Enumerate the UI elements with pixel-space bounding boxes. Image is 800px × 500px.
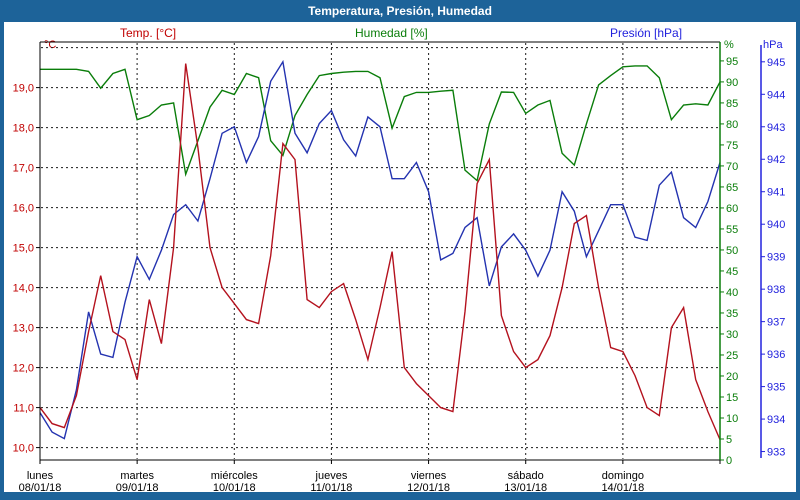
pressure-series-line	[39, 59, 721, 440]
svg-text:35: 35	[726, 308, 738, 320]
svg-text:943: 943	[767, 122, 785, 134]
x-axis-day-date: 12/01/18	[407, 482, 450, 494]
pressure-axis-unit: hPa	[763, 39, 783, 51]
x-axis-day-name: sábado	[508, 470, 544, 482]
svg-text:70: 70	[726, 161, 738, 173]
svg-text:80: 80	[726, 119, 738, 131]
x-axis-day-date: 13/01/18	[504, 482, 547, 494]
legend-temp-label: Temp. [°C]	[120, 26, 177, 40]
svg-text:30: 30	[726, 329, 738, 341]
svg-text:937: 937	[767, 317, 785, 329]
svg-text:938: 938	[767, 284, 785, 296]
humidity-axis-ticks: 0 5 10 15 20 25 30 35 40 45 50 55 60 65 70 75 80 85 90 95	[720, 56, 738, 467]
svg-text:10: 10	[726, 413, 738, 425]
x-axis-day-date: 09/01/18	[116, 482, 159, 494]
svg-text:65: 65	[726, 182, 738, 194]
x-axis-day-date: 08/01/18	[19, 482, 62, 494]
svg-text:942: 942	[767, 154, 785, 166]
humidity-axis-unit: %	[724, 39, 734, 51]
svg-text:25: 25	[726, 350, 738, 362]
svg-text:75: 75	[726, 140, 738, 152]
svg-text:85: 85	[726, 98, 738, 110]
svg-text:939: 939	[767, 252, 785, 264]
svg-text:90: 90	[726, 77, 738, 89]
window-frame-right	[796, 22, 800, 492]
svg-text:12,0: 12,0	[13, 363, 34, 375]
svg-text:60: 60	[726, 203, 738, 215]
x-axis-day-name: viernes	[411, 470, 447, 482]
svg-text:45: 45	[726, 266, 738, 278]
legend-humidity-label: Humedad [%]	[355, 26, 428, 40]
svg-text:934: 934	[767, 414, 785, 426]
x-axis-day-name: martes	[120, 470, 154, 482]
window-title: Temperatura, Presión, Humedad	[308, 4, 492, 18]
x-axis-day-date: 14/01/18	[601, 482, 644, 494]
x-axis-day-date: 10/01/18	[213, 482, 256, 494]
svg-text:16,0: 16,0	[13, 203, 34, 215]
svg-text:15: 15	[726, 392, 738, 404]
svg-text:5: 5	[726, 434, 732, 446]
x-axis-day-date: 11/01/18	[310, 482, 352, 494]
svg-text:20: 20	[726, 371, 738, 383]
svg-text:941: 941	[767, 187, 785, 199]
svg-text:40: 40	[726, 287, 738, 299]
svg-text:940: 940	[767, 219, 785, 231]
x-axis-day-name: jueves	[315, 470, 348, 482]
temp-axis-ticks: 10,0 11,0 12,0 13,0 14,0 15,0 16,0 17,0 18,0 19,0	[13, 83, 40, 455]
svg-text:95: 95	[726, 56, 738, 68]
svg-text:17,0: 17,0	[13, 163, 34, 175]
x-axis-day-name: domingo	[602, 470, 644, 482]
humidity-series-line	[40, 65, 721, 182]
svg-text:14,0: 14,0	[13, 283, 34, 295]
temp-series-line	[39, 63, 721, 440]
window-frame-left	[0, 22, 4, 492]
svg-text:935: 935	[767, 382, 785, 394]
pressure-axis-ticks: 933 934 935 936 937 938 939 940 941 942 943 944 945	[760, 45, 785, 459]
svg-text:944: 944	[767, 89, 785, 101]
x-axis-day-name: lunes	[27, 470, 54, 482]
svg-text:945: 945	[767, 57, 785, 69]
svg-text:933: 933	[767, 447, 785, 459]
x-axis	[39, 460, 721, 464]
svg-text:0: 0	[726, 455, 732, 467]
svg-text:936: 936	[767, 349, 785, 361]
window-frame-bottom	[0, 492, 800, 500]
plot-border	[39, 41, 721, 461]
svg-text:18,0: 18,0	[13, 123, 34, 135]
svg-text:50: 50	[726, 245, 738, 257]
legend-pressure-label: Presión [hPa]	[610, 26, 683, 40]
svg-text:10,0: 10,0	[13, 443, 34, 455]
svg-text:55: 55	[726, 224, 738, 236]
svg-text:11,0: 11,0	[13, 403, 34, 415]
gridlines	[41, 43, 719, 459]
svg-text:19,0: 19,0	[13, 83, 34, 95]
x-axis-day-name: miércoles	[211, 470, 259, 482]
svg-text:13,0: 13,0	[13, 323, 34, 335]
svg-text:15,0: 15,0	[13, 243, 34, 255]
window-titlebar: Temperatura, Presión, Humedad	[0, 0, 800, 22]
